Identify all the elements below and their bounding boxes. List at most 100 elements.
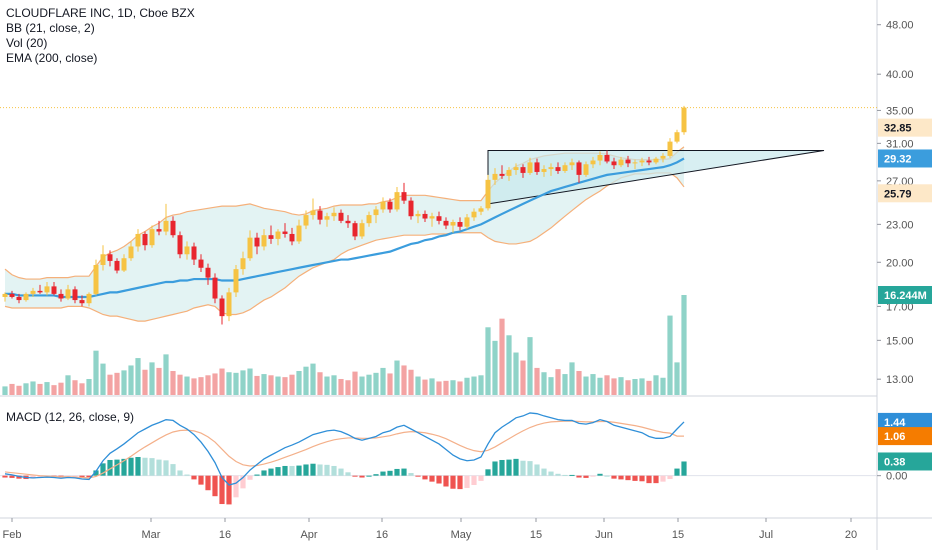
macd-hist-bar [401,468,407,476]
price-tick-label: 31.00 [886,138,914,150]
volume-bar [30,381,36,395]
volume-legend[interactable]: Vol (20) [6,36,48,50]
candle [387,198,393,213]
macd-hist-bar [261,470,267,476]
candle [23,292,29,302]
macd-hist-bar [457,475,463,490]
volume-bar [674,362,680,395]
ema-legend[interactable]: EMA (200, close) [6,51,98,65]
candle [646,156,652,166]
signal-line [4,420,684,479]
volume-bar [2,386,8,395]
candle [604,150,610,164]
candle [485,174,491,211]
time-tick-label: 16 [219,529,231,541]
volume-bar [296,370,302,395]
macd-hist-bar [443,475,449,487]
candle [506,167,512,181]
volume-bar [625,380,631,395]
macd-hist-bar [2,475,8,478]
macd-hist-bar [268,468,274,476]
price-tick-label: 35.00 [886,105,914,117]
volume-bar [380,367,386,395]
time-tick-label: Feb [3,529,22,541]
volume-bar [534,367,540,395]
macd-hist-bar [226,475,232,505]
macd-legend[interactable]: MACD (12, 26, close, 9) [6,410,135,424]
candle [310,198,316,220]
macd-hist-bar [37,475,43,478]
macd-hist-bar [149,458,155,476]
volume-bar [667,315,673,395]
volume-bar [275,376,281,395]
volume-bar [464,377,470,395]
candle [660,153,666,163]
macd-hist-bar [331,465,337,476]
volume-bar [436,381,442,395]
volume-bar [226,372,232,395]
volume-bar [156,367,162,395]
volume-bar [317,372,323,395]
volume-bar [408,369,414,395]
candle [541,165,547,177]
volume-bar [261,374,267,395]
volume-bar [212,373,218,395]
macd-hist-bar [681,461,687,476]
macd-hist-bar [79,475,85,478]
volume-bar [121,370,127,395]
candle [107,250,113,267]
macd-line [4,412,685,486]
volume-bar [331,375,337,395]
volume-bar [107,374,113,395]
candle [247,230,253,261]
candle [422,210,428,223]
macd-badge: 1.44 [878,412,932,431]
candle [268,225,274,244]
volume-bar [646,380,652,395]
volume-bar [142,369,148,395]
candle [352,220,358,241]
macd-hist-bar [212,475,218,497]
macd-hist-bar [471,475,477,485]
macd-hist-bar [436,475,442,484]
macd-hist-bar [639,475,645,482]
candle [548,163,554,176]
macd-hist-bar [597,473,603,476]
macd-hist-bar [240,475,246,489]
candle [9,290,15,299]
volume-bar [23,383,29,395]
candle [198,254,204,272]
price-tick-label: 40.00 [886,69,914,81]
candle [618,156,624,168]
volume-bar [506,335,512,395]
macd-hist-bar [541,468,547,476]
volume-bar [58,382,64,395]
macd-hist-bar [198,475,204,485]
volume-bar [387,373,393,395]
candle [401,182,407,204]
volume-bar [205,375,211,395]
candle [37,284,43,294]
candle [30,287,36,297]
macd-tick-label: 0.00 [886,471,907,483]
candle [576,160,582,183]
time-tick-label: May [451,529,472,541]
candle [261,229,267,251]
macd-hist-bar [562,474,568,476]
macd-hist-bar [156,459,162,476]
candle [639,157,645,167]
volume-bar [79,383,85,395]
candle [240,251,246,275]
symbol-title[interactable]: CLOUDFLARE INC, 1D, Cboe BZX [6,6,195,20]
candle [135,229,141,252]
macd-hist-bar [135,457,141,476]
volume-bar [618,377,624,395]
bb-legend[interactable]: BB (21, close, 2) [6,21,95,35]
volume-bar [681,295,687,395]
macd-hist-bar [345,472,351,476]
volume-bar [471,376,477,395]
bb-lower-line [4,172,685,322]
macd-hist-bar [275,467,281,476]
volume-bar [639,378,645,395]
